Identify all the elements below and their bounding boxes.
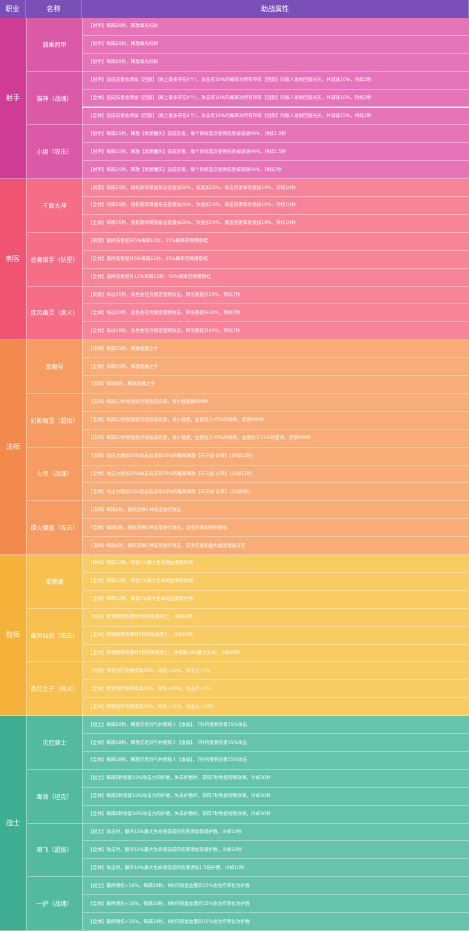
attribute-row: 【射手】每隔15秒，释放【冥想魔矢】造成伤害，每个目标首次受到伤害被减速99%，… (82, 125, 469, 144)
attribute-row: 【全体】每隔5秒恢复10%攻击力的护盾，失去护盾时，获得7秒免疫控制效果，冷却3… (82, 787, 469, 806)
hero-name-cell: 爱丽娜 (26, 555, 82, 609)
attribute-row: 【全体】每隔18秒，释放灾厄剑气并使敌人【虚弱】，7秒内受到伤害15%攻击 (82, 734, 469, 752)
attribute-row: 【法师】每隔4秒，随机召唤1种法宝进行攻击，法宝伤害和最大幅度增强法宝 (82, 537, 469, 556)
attribute-row: 【法师】攻击力增加10%攻击造成有20%的概率释放【天灾战·炎帝】（冷却12秒） (82, 447, 469, 466)
attribute-row: 【刺客】每隔20秒，随机获得增强暴击伤害加20%，速度加20%，暴击伤害和攻速加… (82, 179, 469, 197)
attribute-row: 【全体】最终增伤+15%，每隔10秒，8秒内恢复血量的15%会治疗转化为护盾 (82, 913, 469, 931)
attribute-row: 【全体】攻击力增加15%攻击造成有20%的概率释放【天灾战·炎帝】（冷却8秒） (82, 483, 469, 502)
hero-name-cell: 小周（攻击） (26, 125, 82, 180)
attribute-row: 【全体】每隔16秒，随机获得增强暴击伤害加20%，攻速加20%，暴击伤害和攻速加… (82, 214, 469, 233)
attribute-row: 【法师】每隔5秒，随机召唤1种法宝进行攻击 (82, 501, 469, 520)
hero-name-cell: 灾厄骑士 (26, 716, 82, 770)
hero-name-cell: 绿火魔童（攻击） (26, 501, 82, 556)
attribute-row: 【全体】每隔15秒，释放恶魔之手 (82, 358, 469, 377)
attribute-row: 【全体】每过20秒，角色会在为锁定怪物攻击，目伤害提升20%，持续7秒 (82, 304, 469, 323)
attribute-row: 【全体】每隔18秒，释放灾厄剑气并使敌人【虚弱】，7秒内受到伤害15%攻击 (82, 751, 469, 770)
attribute-row: 【法师】每隔12秒释放延月锁造成伤害，将小怪疾锁999秒 (82, 393, 469, 412)
attribute-row: 【射手】每隔20秒，释放毒光扫射 (82, 53, 469, 72)
attribute-row: 【全体】最终伤害提升5%每隔12秒，35%概率召唤爆裂蛙 (82, 250, 469, 269)
hero-name-cell: 毒液（坦克） (26, 769, 82, 824)
attribute-row: 【射手】造成伤害会添加【回旋】（路上最多存在4个），攻击有10%的概率对所有带有… (82, 71, 469, 90)
attribute-row: 【全体】造成伤害会添加【回旋】（路上最多存在4个），攻击有10%的概率对所有带有… (82, 107, 469, 126)
attribute-row: 【射手】每隔15秒，释放【冥想魔矢】造成伤害，每个目标首次受到伤害被减速99%，… (82, 143, 469, 162)
attribute-row: 【全体】受到治疗效果提高20%，减伤+10%，攻击力+5% (82, 680, 469, 699)
header-name: 名称 (26, 0, 82, 18)
attribute-row: 【全体】每隔20秒，随机获得增强暴击伤害加20%，攻速加20%，暴击伤害和攻速加… (82, 197, 469, 215)
attribute-row: 【刺客】最终伤害提升5%每隔12秒，35%概率召唤爆裂蛙 (82, 232, 469, 251)
attribute-row: 【全体】受到致死伤害时5秒内免疫死亡，并恢复10%最大生命，冷却60秒 (82, 644, 469, 663)
attribute-row: 【全体】受到治疗效果提高30%，减伤+15%，攻击力+10% (82, 698, 469, 717)
hero-name-cell: 一护（战魂） (26, 877, 82, 931)
hero-name-cell: 暗飞（超级） (26, 823, 82, 878)
class-cell: 射手 (0, 18, 26, 180)
attribute-row: 【战士】每隔20秒，释放灾厄剑气并使敌人【虚弱】，7秒内受到伤害15%攻击 (82, 716, 469, 735)
hero-name-cell: 幻影融雪（超级） (26, 393, 82, 448)
hero-name-cell: 千面大神 (26, 179, 82, 233)
attribute-row: 【全体】攻击时，额外10%最大生命值造成的伤害添加等级护盾，冷却10秒 (82, 841, 469, 860)
hero-name-cell: 骑乘烈甲 (26, 18, 82, 72)
attribute-row: 【全体】最终增伤+10%，每隔10秒，8秒内恢复血量的15%会治疗转化为护盾 (82, 895, 469, 914)
header-class: 职业 (0, 0, 26, 18)
attribute-row: 【全体】攻击时，额外10%最大生命值造成的伤害添加1.5倍护盾，冷却10秒 (82, 859, 469, 878)
attribute-row: 【全体】每过20秒，角色会在为锁定怪物攻击，目伤害提升40%，持续7秒 (82, 322, 469, 341)
attribute-row: 【战士】每隔5秒恢复10%攻击力的护盾，失去护盾时，获得7秒免疫控制效果，冷却3… (82, 769, 469, 788)
attribute-row: 【全体】受到致死伤害时5秒内免疫死亡，冷却60秒 (82, 626, 469, 645)
class-cell: 法师 (0, 340, 26, 556)
hero-name-cell: 恶魔导 (26, 340, 82, 394)
attribute-row: 【全体】每隔12秒，恢复5%最大生命的血量和护盾 (82, 572, 469, 591)
attribute-row: 【牧师】受到治疗效果提高20%，减伤+10%，攻击力+5% (82, 662, 469, 681)
attribute-row: 【法师】每隔12秒释放延月锁造成伤害，将小怪疾，血量低于45%的精英，血量低于1… (82, 429, 469, 448)
attribute-row: 【全体】造成伤害会添加【回旋】（路上最多存在4个），攻击有10%的概率对所有带有… (82, 89, 469, 108)
attribute-row: 【战士】攻击时，额外10%最大生命值造成的伤害添加等级护盾，冷却10秒 (82, 823, 469, 842)
attribute-row: 【牧师】每隔12秒，恢复5%最大生命的血量和护盾 (82, 555, 469, 573)
attribute-row: 【全体】每隔12秒，恢复5%最大生命的血量和护盾 (82, 590, 469, 609)
hero-name-cell: 火帝（战魂） (26, 447, 82, 502)
class-cell: 战士 (0, 716, 26, 931)
hero-name-cell: 赤灯之子（奥义） (26, 662, 82, 717)
hero-name-cell: 幽冥仙君（攻击） (26, 608, 82, 663)
hero-name-cell: 猫神（战魂） (26, 71, 82, 126)
attribute-row: 【全体】最终伤害提升12%每隔12秒，50%概率召唤爆裂蛙 (82, 268, 469, 287)
attribute-row: 【全体】攻击力增加10%攻击造成有20%的概率释放【天灾战·炎帝】（冷却12秒） (82, 465, 469, 484)
attribute-row: 【射手】每隔20秒，释放毒光扫射 (82, 18, 469, 36)
class-cell: 刺客 (0, 179, 26, 341)
attribute-row: 【战士】最终增伤+10%，每隔10秒，8秒内恢复血量的15%会治疗转化为护盾 (82, 877, 469, 896)
attribute-row: 【法师】每隔8秒，释放恶魔之手 (82, 376, 469, 394)
hero-name-cell: 恶魔猎手（钻星） (26, 232, 82, 287)
attribute-row: 【刺客】每过20秒，角色会在为锁定怪物攻击，目伤害提升20%，持续7秒 (82, 286, 469, 305)
attribute-row: 【全体】每隔5秒，随机召唤1种法宝进行攻击，法宝伤害和控制增强 (82, 519, 469, 538)
attribute-row: 【全体】每隔12秒释放延月锁造成伤害，将小怪疾，血量低于45%的精英，疾锁999… (82, 411, 469, 430)
class-cell: 牧师 (0, 555, 26, 717)
header-attributes: 助战属性 (82, 0, 469, 18)
attribute-row: 【全体】每隔5秒恢复50%攻击力的护盾，失去护盾时，获得7秒免疫控制效果，冷却3… (82, 805, 469, 824)
attribute-row: 【射手】每隔15秒，释放【冥想魔矢】造成伤害，每个目标首次受到伤害被减速99%，… (82, 161, 469, 180)
attribute-row: 【法师】每隔15秒，释放恶魔之手 (82, 340, 469, 359)
attribute-row: 【牧师】受到致死伤害时5秒内免疫死亡，冷却60秒 (82, 608, 469, 627)
attribute-row: 【射手】每隔20秒，释放毒光扫射 (82, 35, 469, 54)
hero-name-cell: 疾风幽灵（奥义） (26, 286, 82, 341)
